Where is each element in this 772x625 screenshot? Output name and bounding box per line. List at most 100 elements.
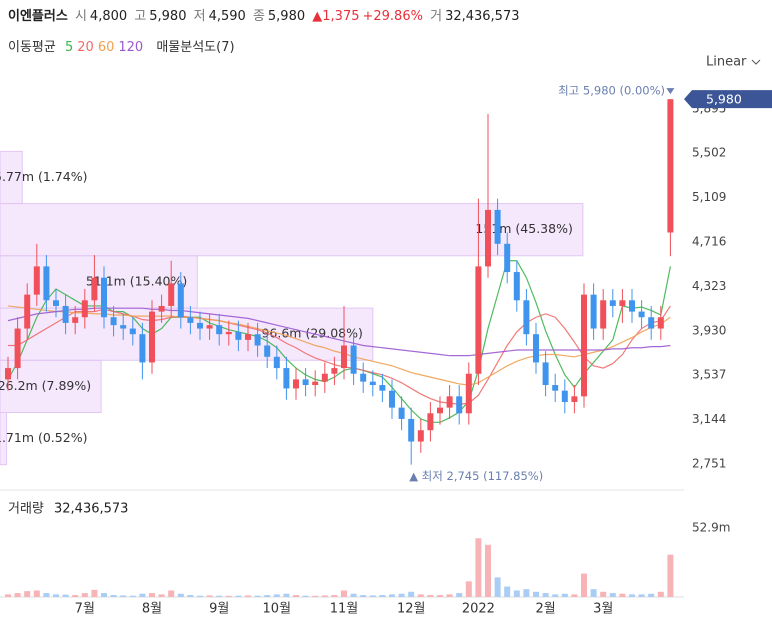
x-tick-label: 11월 xyxy=(330,602,359,617)
volume-title: 거래량 xyxy=(8,502,44,517)
volume-bar xyxy=(43,593,50,597)
volume-bar xyxy=(427,595,434,597)
y-tick-label: 3,144 xyxy=(692,412,726,426)
volume-bar xyxy=(321,595,328,597)
candle-body xyxy=(533,334,539,363)
volume-bar xyxy=(417,594,424,597)
volume-bar xyxy=(331,595,338,597)
volume-bar xyxy=(33,590,40,597)
legend-entry[interactable]: 5 xyxy=(64,40,74,55)
volume-bar xyxy=(53,594,59,597)
x-tick-label: 3월 xyxy=(593,602,613,617)
volume-bar xyxy=(485,544,491,597)
volume-bar xyxy=(523,589,530,597)
volume-bar xyxy=(533,591,539,597)
x-tick-label: 9월 xyxy=(209,602,229,617)
candle-body xyxy=(609,300,616,306)
value: 5,980 xyxy=(267,9,306,24)
label: 고 xyxy=(134,9,147,24)
volume-bar xyxy=(187,595,194,597)
volume-bar xyxy=(657,591,664,597)
value: 32,436,573 xyxy=(445,9,520,24)
candle-body xyxy=(129,328,136,335)
volume-bar xyxy=(149,593,155,597)
max-arrow xyxy=(666,88,675,95)
candle-body xyxy=(398,407,405,419)
volume-bar xyxy=(350,593,357,597)
candle-body xyxy=(245,334,251,340)
volume-bar xyxy=(62,594,69,597)
volume-bar xyxy=(129,595,136,597)
volume-bar xyxy=(24,591,31,597)
min-marker: ▲ 최저 2,745 (117.85%) xyxy=(409,469,543,483)
volume-bar xyxy=(408,591,415,597)
volume-bar xyxy=(197,595,203,597)
profile-label: 26.2m (7.89%) xyxy=(0,378,91,393)
volume-bar xyxy=(120,595,127,597)
candle-body xyxy=(638,311,645,318)
volume-bar xyxy=(465,581,472,597)
y-tick-label: 4,323 xyxy=(692,279,726,293)
candle-body xyxy=(293,379,299,389)
volume-bar xyxy=(437,595,443,597)
value: 4,800 xyxy=(89,9,128,24)
value: 4,590 xyxy=(208,9,246,24)
candle-body xyxy=(177,283,184,318)
chevron xyxy=(751,59,761,65)
volume-bar xyxy=(273,594,280,597)
y-tick-label: 5,109 xyxy=(692,190,726,204)
volume-bar xyxy=(638,594,645,597)
price-tag-label: 5,980 xyxy=(706,92,742,107)
candle-body xyxy=(513,272,520,301)
candle-body xyxy=(254,334,261,346)
volume-bar xyxy=(254,595,261,597)
candle-body xyxy=(465,373,472,414)
candle-body xyxy=(629,300,635,312)
candle-body xyxy=(552,385,559,391)
profile-bar xyxy=(0,150,23,205)
profile-bar xyxy=(0,255,198,309)
candle-body xyxy=(206,325,213,329)
candle-body xyxy=(14,328,21,369)
candle-body xyxy=(101,277,107,318)
candle-body xyxy=(225,331,232,335)
candle-body xyxy=(43,266,50,301)
scale-button[interactable]: Linear xyxy=(706,55,747,70)
volume-bar xyxy=(139,593,146,597)
candle-body xyxy=(437,407,443,414)
volume-bar xyxy=(302,595,309,597)
candle-body xyxy=(657,317,664,329)
legend-entry[interactable]: 20 xyxy=(77,40,94,55)
candle-body xyxy=(139,334,146,363)
profile-label[interactable]: 매물분석도(7) xyxy=(156,40,235,55)
volume-bar xyxy=(581,573,587,597)
volume-bar xyxy=(225,595,232,597)
volume-bar xyxy=(389,594,395,597)
legend: 5 20 60 120 xyxy=(65,40,147,55)
candle-body xyxy=(600,300,607,329)
volume-bar xyxy=(609,593,616,597)
indicator-label[interactable]: 이동평균 xyxy=(8,40,56,55)
y-tick-label: 3,537 xyxy=(692,368,726,382)
volume-bar xyxy=(561,593,568,597)
candle-body xyxy=(273,356,280,369)
y-tick-label: 3,930 xyxy=(692,323,726,337)
volume-bar xyxy=(379,595,386,597)
stock-name: 이엔플러스 xyxy=(8,9,68,24)
volume-bar xyxy=(446,594,453,597)
max-marker: 최고 5,980 (0.00%) xyxy=(558,84,665,98)
legend-entry[interactable]: 60 xyxy=(97,40,115,55)
candle-body xyxy=(523,300,530,335)
candle-body xyxy=(485,209,491,267)
candle-body xyxy=(350,345,357,374)
candle-body xyxy=(446,396,453,408)
volume-bar xyxy=(312,595,319,597)
candle-body xyxy=(91,277,98,301)
moving-average xyxy=(7,260,671,423)
profile-label: 5.77m (1.74%) xyxy=(0,169,87,184)
legend-entry[interactable]: 120 xyxy=(118,40,144,55)
volume-bar xyxy=(101,593,107,597)
volume-bar xyxy=(494,577,501,597)
candle-body xyxy=(283,368,290,389)
candle-body xyxy=(648,317,655,329)
